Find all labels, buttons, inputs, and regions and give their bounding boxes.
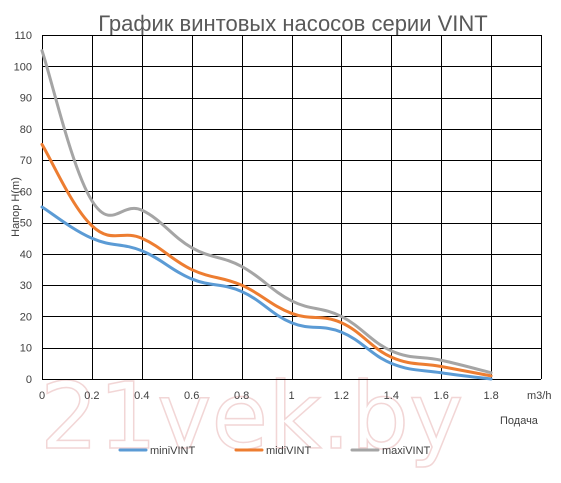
y-tick-label: 0 [26, 374, 32, 386]
x-axis-unit: m3/h [527, 390, 551, 402]
legend-label: maxiVINT [382, 445, 431, 457]
y-tick-label: 90 [20, 93, 32, 105]
y-tick-label: 80 [20, 124, 32, 136]
y-tick-label: 20 [20, 311, 32, 323]
y-tick-label: 40 [20, 249, 32, 261]
y-tick-label: 60 [20, 186, 32, 198]
y-axis-label: Напор H(m) [10, 177, 22, 237]
legend-label: miniVINT [150, 445, 196, 457]
y-tick-labels: 0 10 20 30 40 50 60 70 80 90 100 110 [14, 30, 32, 386]
y-tick-label: 100 [14, 61, 32, 73]
x-tick-label: 1.6 [434, 390, 449, 402]
series-lines [40, 49, 493, 381]
x-tick-label: 0 [39, 390, 45, 402]
x-axis-label: Подача [500, 415, 539, 427]
x-tick-label: 0.8 [234, 390, 249, 402]
x-tick-labels: 0 0.2 0.4 0.6 0.8 1 1.2 1.4 1.6 1.8 [39, 390, 499, 402]
legend-label: midiVINT [266, 445, 312, 457]
series-line-midiVINT [40, 142, 493, 378]
x-tick-label: 0.4 [134, 390, 149, 402]
series-line-miniVINT [40, 205, 493, 381]
chart-title: График винтовых насосов серии VINT [98, 11, 488, 36]
x-tick-label: 1.2 [334, 390, 349, 402]
y-tick-label: 110 [14, 30, 32, 42]
legend: miniVINT midiVINT maxiVINT [118, 445, 431, 457]
x-tick-label: 1.8 [483, 390, 498, 402]
grid [42, 35, 542, 380]
x-tick-label: 0.6 [184, 390, 199, 402]
y-tick-label: 70 [20, 155, 32, 167]
watermark: 21vek.by [40, 363, 463, 470]
y-tick-label: 10 [20, 343, 32, 355]
x-tick-label: 1 [288, 390, 294, 402]
y-tick-label: 50 [20, 218, 32, 230]
series-line-maxiVINT [40, 49, 493, 375]
y-tick-label: 30 [20, 280, 32, 292]
x-tick-label: 0.2 [84, 390, 99, 402]
x-tick-label: 1.4 [384, 390, 399, 402]
